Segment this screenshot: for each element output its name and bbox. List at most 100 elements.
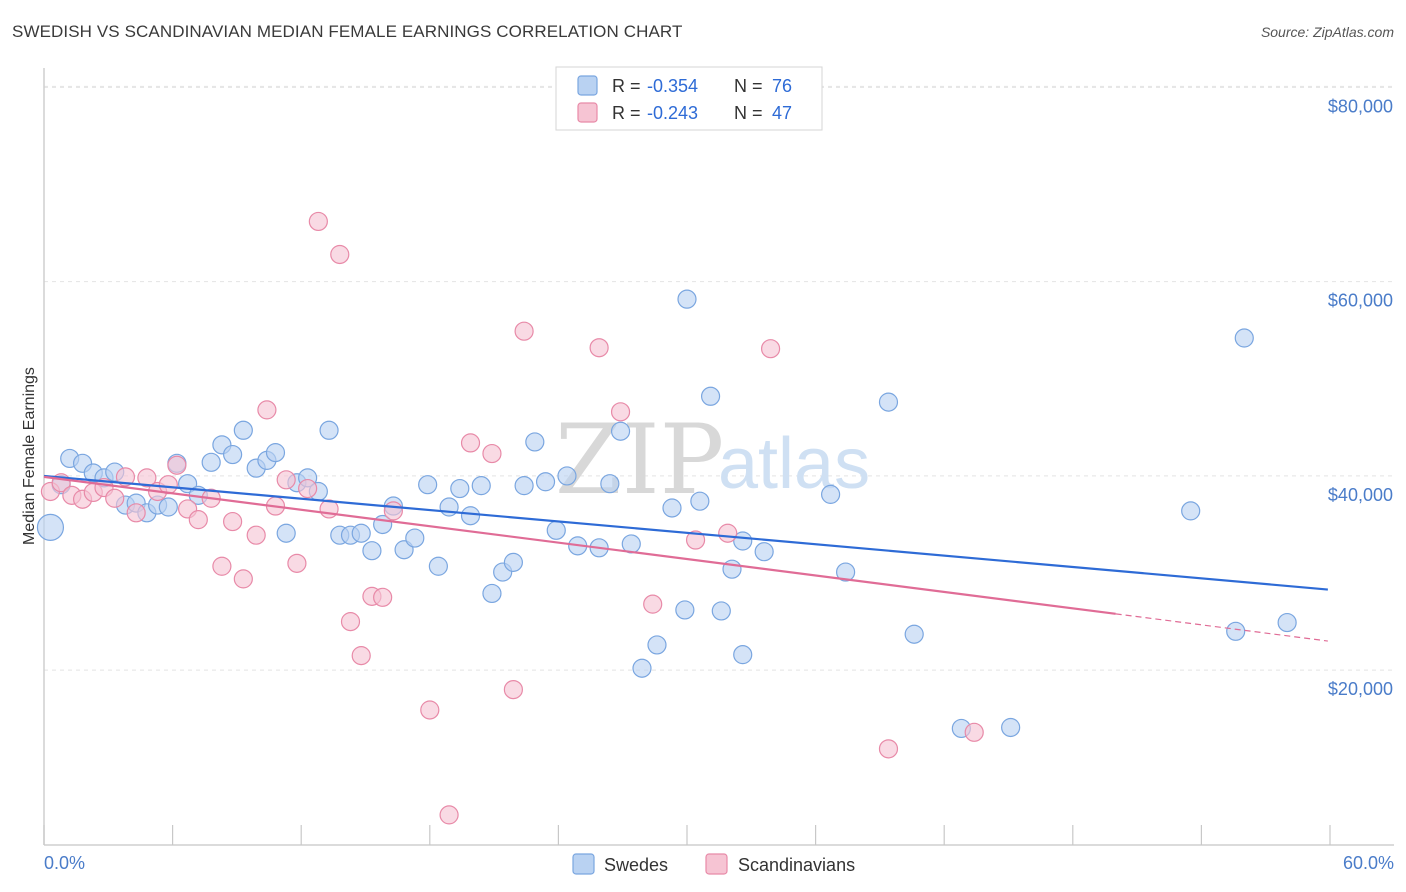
scandinavians-point (373, 587, 393, 607)
swedes-point (754, 542, 774, 562)
scandinavians-point (223, 511, 243, 532)
swedes-point (878, 392, 899, 412)
trend-lines (43, 474, 1328, 642)
scandinavians-point (351, 646, 371, 666)
swedes-point (690, 491, 710, 511)
swedes-point (677, 289, 697, 309)
swedes-point (557, 466, 577, 486)
legend-n-value: 47 (772, 103, 792, 123)
scandinavians-point (167, 455, 187, 475)
legend-r-value: -0.243 (647, 103, 698, 123)
scandinavians-point (685, 530, 706, 550)
y-tick-label: $80,000 (1328, 96, 1393, 116)
swedes-point (610, 421, 631, 441)
swedes-point (482, 583, 502, 604)
swedes-point (1181, 501, 1201, 521)
swedes-point (1001, 717, 1021, 738)
legend-top: R = -0.354 N = 76 R = -0.243 N = 47 (555, 66, 823, 131)
swedes-point (535, 472, 556, 492)
swedes-point (546, 520, 566, 540)
swedes-point (1277, 612, 1297, 633)
swedes-point (265, 443, 286, 463)
swedes-point (201, 452, 221, 472)
x-tick-label-max: 60.0% (1343, 853, 1394, 873)
swedes-point (362, 541, 382, 561)
scandinavians-point (610, 402, 631, 422)
legend-n-label: N = (734, 76, 763, 96)
scandinavians-point (383, 501, 403, 521)
y-axis-label: Median Female Earnings (21, 367, 38, 545)
chart-source: Source: ZipAtlas.com (1260, 24, 1394, 40)
scandinavians-point (420, 700, 440, 720)
swedes-point (711, 601, 731, 621)
scandinavians-point (257, 400, 277, 420)
swedes-point (471, 476, 491, 496)
swedes-point (319, 420, 339, 440)
scandinavians-point (298, 478, 318, 499)
legend-r-value: -0.354 (647, 76, 698, 96)
swedes-point (450, 478, 470, 499)
swedes-point (632, 658, 652, 678)
legend-swatch-swedes (577, 75, 598, 96)
swedes-point (223, 444, 243, 465)
swedes-point (662, 498, 682, 518)
swedes-point (418, 475, 438, 495)
scandinavians-point (643, 594, 663, 614)
swedes-point (233, 420, 253, 440)
legend-swatch-scandinavians (577, 102, 598, 123)
y-tick-label: $40,000 (1328, 485, 1393, 505)
scandinavians-point (287, 553, 307, 573)
swedes-point (428, 556, 448, 576)
y-tick-label: $20,000 (1328, 679, 1393, 699)
swedes-points (36, 289, 1297, 739)
swedes-point (503, 552, 523, 572)
legend-bottom-swatch-scandinavians (705, 853, 728, 875)
legend-r-label: R = (612, 76, 641, 96)
legend-row-scandinavians: R = -0.243 N = 47 (577, 102, 792, 123)
scandinavians-point (482, 443, 502, 464)
scandinavians-point (503, 679, 523, 700)
swedes-point (351, 523, 371, 543)
chart-title: SWEDISH VS SCANDINAVIAN MEDIAN FEMALE EA… (12, 22, 683, 41)
swedes-point (460, 506, 481, 526)
scandinavians-trend-line (43, 475, 1116, 615)
legend-item-swedes[interactable]: Swedes (572, 853, 668, 875)
scandinavians-point (233, 569, 253, 589)
swedes-point (525, 432, 545, 452)
x-ticks (43, 825, 1331, 845)
scandinavians-point (340, 612, 361, 632)
scandinavians-point (589, 338, 609, 358)
scandinavians-point (188, 510, 208, 530)
scandinavians-point (126, 503, 146, 523)
swedes-point (821, 484, 841, 504)
scandinavians-point (718, 523, 738, 543)
swedes-point (700, 386, 721, 406)
scandinavians-points (40, 211, 984, 825)
x-tick-label-min: 0.0% (44, 853, 85, 873)
legend-item-scandinavians[interactable]: Scandinavians (705, 853, 855, 875)
swedes-point (36, 513, 65, 542)
scandinavians-point (246, 525, 266, 545)
swedes-point (600, 474, 620, 494)
scandinavians-point (460, 433, 481, 453)
legend-bottom-swatch-swedes (572, 853, 595, 875)
swedes-point (647, 635, 667, 655)
swedes-point (276, 523, 296, 543)
scandinavians-point (105, 488, 125, 508)
scandinavians-point (212, 556, 232, 576)
legend-n-value: 76 (772, 76, 792, 96)
scandinavians-point (878, 739, 899, 759)
swedes-point (904, 624, 924, 644)
y-tick-label: $60,000 (1328, 291, 1393, 311)
scandinavians-point (439, 805, 459, 825)
watermark: ZIP atlas (555, 404, 870, 516)
swedes-point (158, 497, 178, 517)
y-tick-labels: $20,000 $40,000 $60,000 $80,000 (1328, 96, 1393, 699)
swedes-point (1226, 621, 1246, 641)
swedes-point (514, 476, 534, 496)
scandinavians-point (276, 470, 296, 490)
swedes-trend-line (43, 474, 1328, 591)
swedes-point (405, 528, 425, 548)
legend-bottom-label-swedes: Swedes (604, 855, 668, 875)
